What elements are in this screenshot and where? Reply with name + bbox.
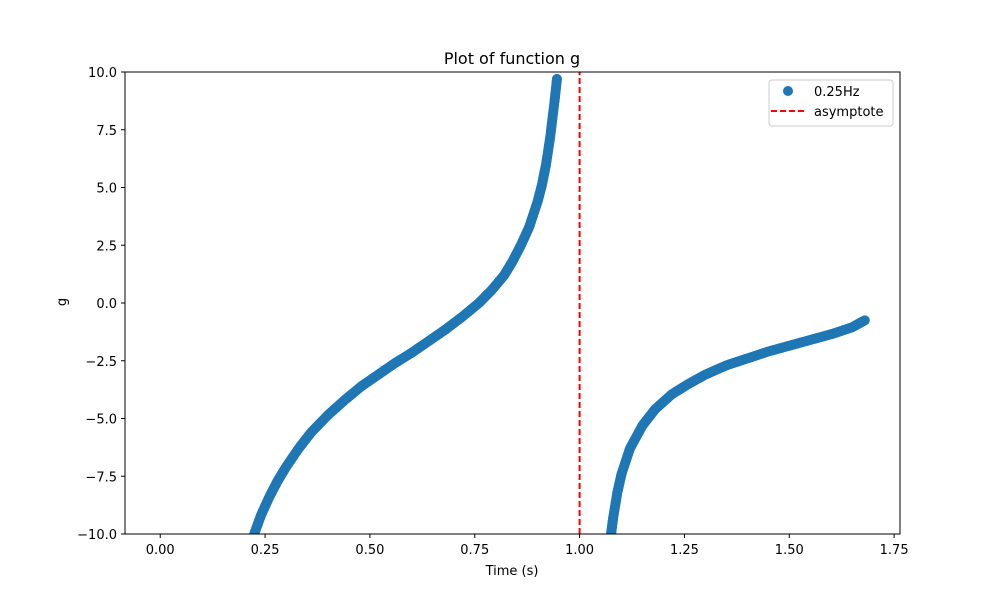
y-tick-label-6: 5.0 bbox=[96, 182, 117, 197]
legend-label-0.25hz: 0.25Hz bbox=[814, 85, 860, 100]
x-tick-label-6: 1.50 bbox=[775, 543, 804, 558]
y-tick-label-5: 2.5 bbox=[96, 239, 117, 254]
y-tick-label-1: −7.5 bbox=[85, 470, 117, 485]
x-tick-label-4: 1.00 bbox=[565, 543, 594, 558]
branch-2-point-238 bbox=[859, 315, 870, 326]
chart-title: Plot of function g bbox=[444, 49, 580, 68]
y-tick-label-3: −2.5 bbox=[85, 355, 117, 370]
y-tick-label-4: 0.0 bbox=[96, 297, 117, 312]
x-axis-label: Time (s) bbox=[485, 564, 539, 579]
legend: 0.25Hz asymptote bbox=[768, 79, 894, 127]
y-tick-label-8: 10.0 bbox=[88, 66, 117, 81]
y-tick-label-2: −5.0 bbox=[85, 413, 117, 428]
y-tick-label-0: −10.0 bbox=[77, 528, 117, 543]
plot-area: 0.00 0.25 0.50 0.75 1.00 1.25 1.50 1.75 −10.0 −7.… bbox=[77, 66, 908, 558]
x-tick-label-5: 1.25 bbox=[670, 543, 699, 558]
legend-marker-0.25hz bbox=[783, 86, 793, 96]
series-0.25hz bbox=[249, 73, 870, 534]
x-tick-label-2: 0.50 bbox=[355, 543, 384, 558]
legend-frame bbox=[768, 79, 894, 127]
branch-1-point-378 bbox=[551, 73, 562, 84]
x-tick-label-1: 0.25 bbox=[251, 543, 280, 558]
legend-label-asymptote: asymptote bbox=[814, 105, 884, 120]
y-axis-label: g bbox=[55, 298, 70, 306]
y-tick-label-7: 7.5 bbox=[96, 124, 117, 139]
x-tick-label-7: 1.75 bbox=[880, 543, 909, 558]
x-tick-label-3: 0.75 bbox=[460, 543, 489, 558]
x-tick-label-0: 0.00 bbox=[146, 543, 175, 558]
